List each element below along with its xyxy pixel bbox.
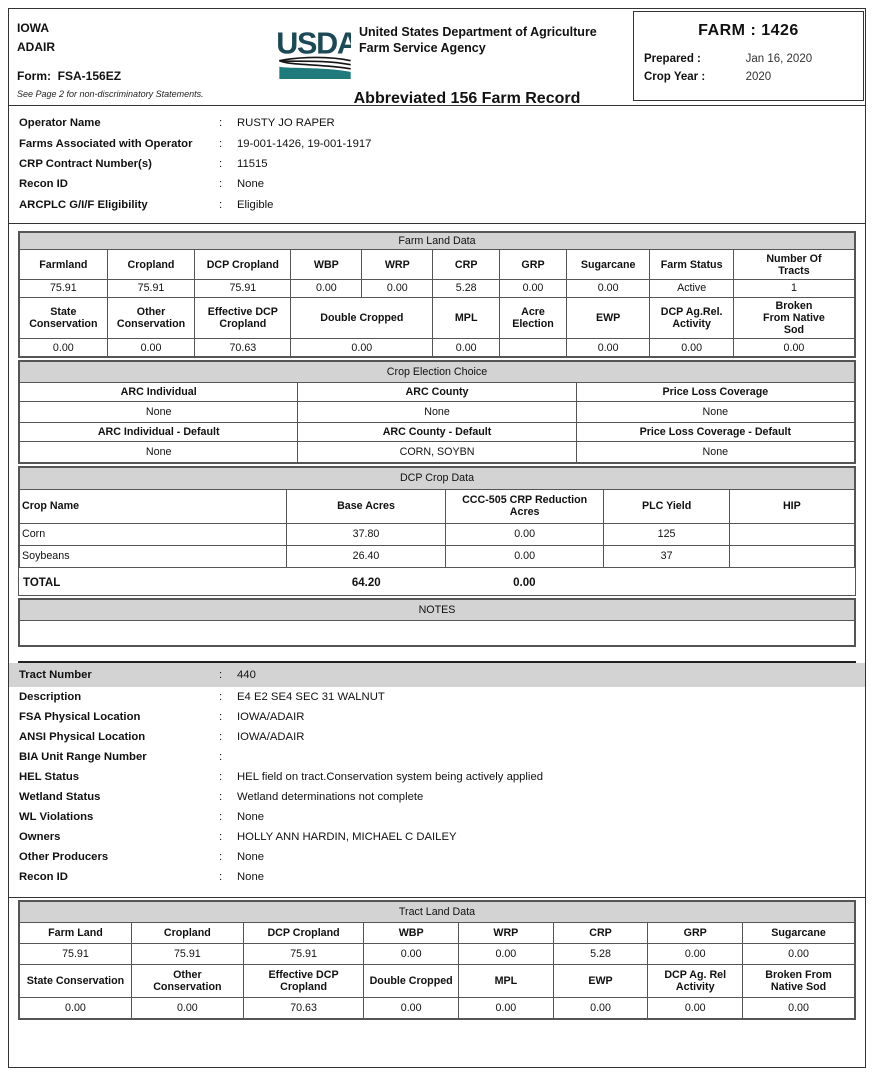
svg-text:USDA: USDA: [277, 27, 351, 61]
